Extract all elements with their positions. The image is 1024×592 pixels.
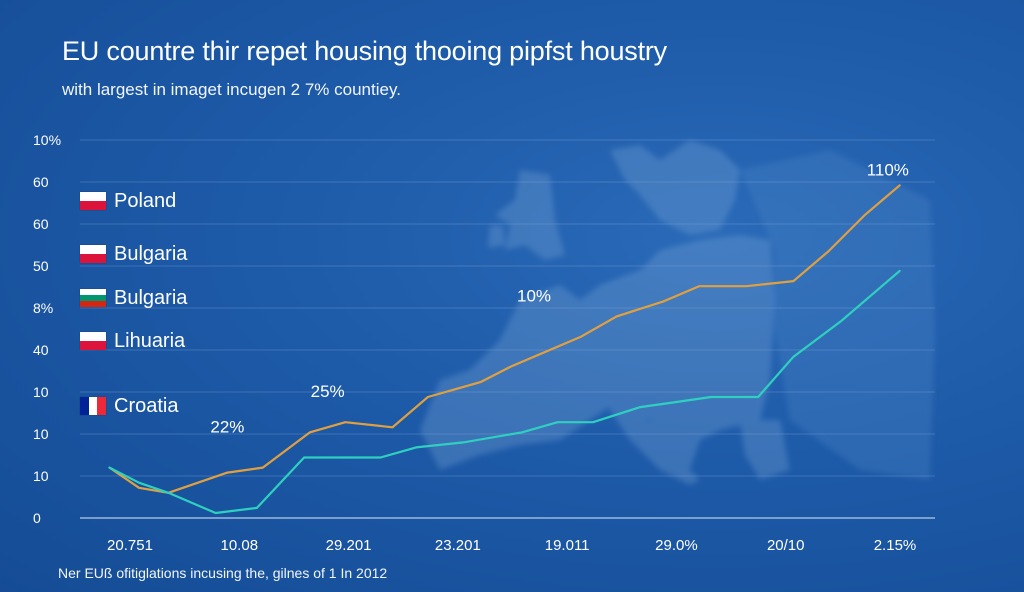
annotations: 110% 10% 25% 22%: [210, 160, 909, 436]
flag-icon: [80, 245, 106, 263]
x-tick-label: 20/10: [767, 537, 805, 554]
annotation-label: 25%: [311, 382, 345, 401]
legend-label: Lihuaria: [114, 329, 186, 352]
x-axis-ticks: 20.751 10.08 29.201 23.201 19.011 29.0% 20/10 2…: [107, 537, 916, 554]
y-tick-label: 0: [33, 510, 41, 526]
y-tick-label: 40: [33, 342, 49, 358]
y-tick-label: 10%: [33, 132, 61, 148]
legend-item: Poland: [80, 190, 176, 212]
flag-icon: [80, 332, 106, 350]
legend-label: Bulgaria: [114, 286, 188, 309]
chart-footnote: Ner EUß ofitiglations incusing the, giln…: [58, 565, 388, 581]
flag-icon: [80, 192, 106, 210]
y-axis-ticks: 0 10 10 10 40 8% 50 60 60 10%: [33, 132, 61, 526]
x-tick-label: 20.751: [107, 537, 153, 554]
legend-label: Poland: [114, 189, 177, 212]
flag-icon: [80, 289, 106, 307]
y-tick-label: 60: [33, 216, 49, 232]
legend-item: Lihuaria: [80, 330, 185, 352]
flag-icon: [80, 397, 107, 415]
chart-subtitle: with largest in imaget incugen 2 7% coun…: [62, 80, 401, 99]
x-tick-label: 10.08: [221, 537, 259, 554]
annotation-label: 10%: [517, 286, 551, 305]
x-tick-label: 29.0%: [655, 537, 698, 554]
annotation-label: 110%: [867, 160, 909, 179]
legend-item: Bulgaria: [80, 243, 187, 265]
legend-item: Croatia: [80, 395, 178, 417]
legend-item: Bulgaria: [80, 287, 187, 309]
europe-map-background: [420, 140, 935, 485]
legend-label: Croatia: [114, 394, 179, 417]
y-tick-label: 8%: [33, 300, 53, 316]
y-tick-label: 50: [33, 258, 49, 274]
y-tick-label: 60: [33, 174, 49, 190]
series-line-1: [108, 184, 901, 494]
gridlines: [80, 139, 935, 519]
series-lines: [108, 184, 901, 515]
series-line-2: [108, 269, 901, 515]
legend-label: Bulgaria: [114, 242, 188, 265]
x-tick-label: 23.201: [435, 537, 481, 554]
x-tick-label: 29.201: [326, 537, 372, 554]
y-tick-label: 10: [33, 384, 49, 400]
x-tick-label: 19.011: [545, 537, 590, 554]
chart-title: EU countre thir repet housing thooing pi…: [62, 36, 667, 66]
annotation-label: 22%: [210, 417, 244, 436]
x-tick-label: 2.15%: [874, 537, 917, 554]
y-tick-label: 10: [33, 468, 49, 484]
y-tick-label: 10: [33, 426, 49, 442]
